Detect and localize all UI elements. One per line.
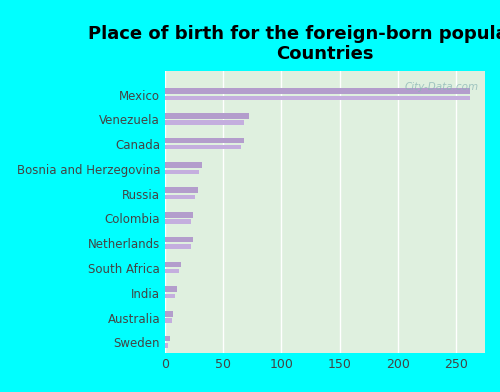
Bar [165,88,470,94]
Bar [165,318,172,323]
Bar [165,286,176,292]
Bar [165,138,244,143]
Bar [165,311,173,317]
Bar [165,212,193,218]
Bar [165,162,202,168]
Title: Place of birth for the foreign-born population -
Countries: Place of birth for the foreign-born popu… [88,25,500,64]
Bar [165,170,198,174]
Bar [165,343,168,348]
Bar [165,113,249,118]
Bar [165,96,470,100]
Bar [165,120,244,125]
Bar [165,244,190,249]
Bar [165,195,196,199]
Text: City-Data.com: City-Data.com [404,82,478,92]
Bar [165,145,240,149]
Bar [165,220,190,224]
Bar [165,336,170,341]
Bar [165,187,198,193]
Bar [165,237,193,242]
Bar [165,261,182,267]
Bar [165,269,179,273]
Bar [165,294,175,298]
